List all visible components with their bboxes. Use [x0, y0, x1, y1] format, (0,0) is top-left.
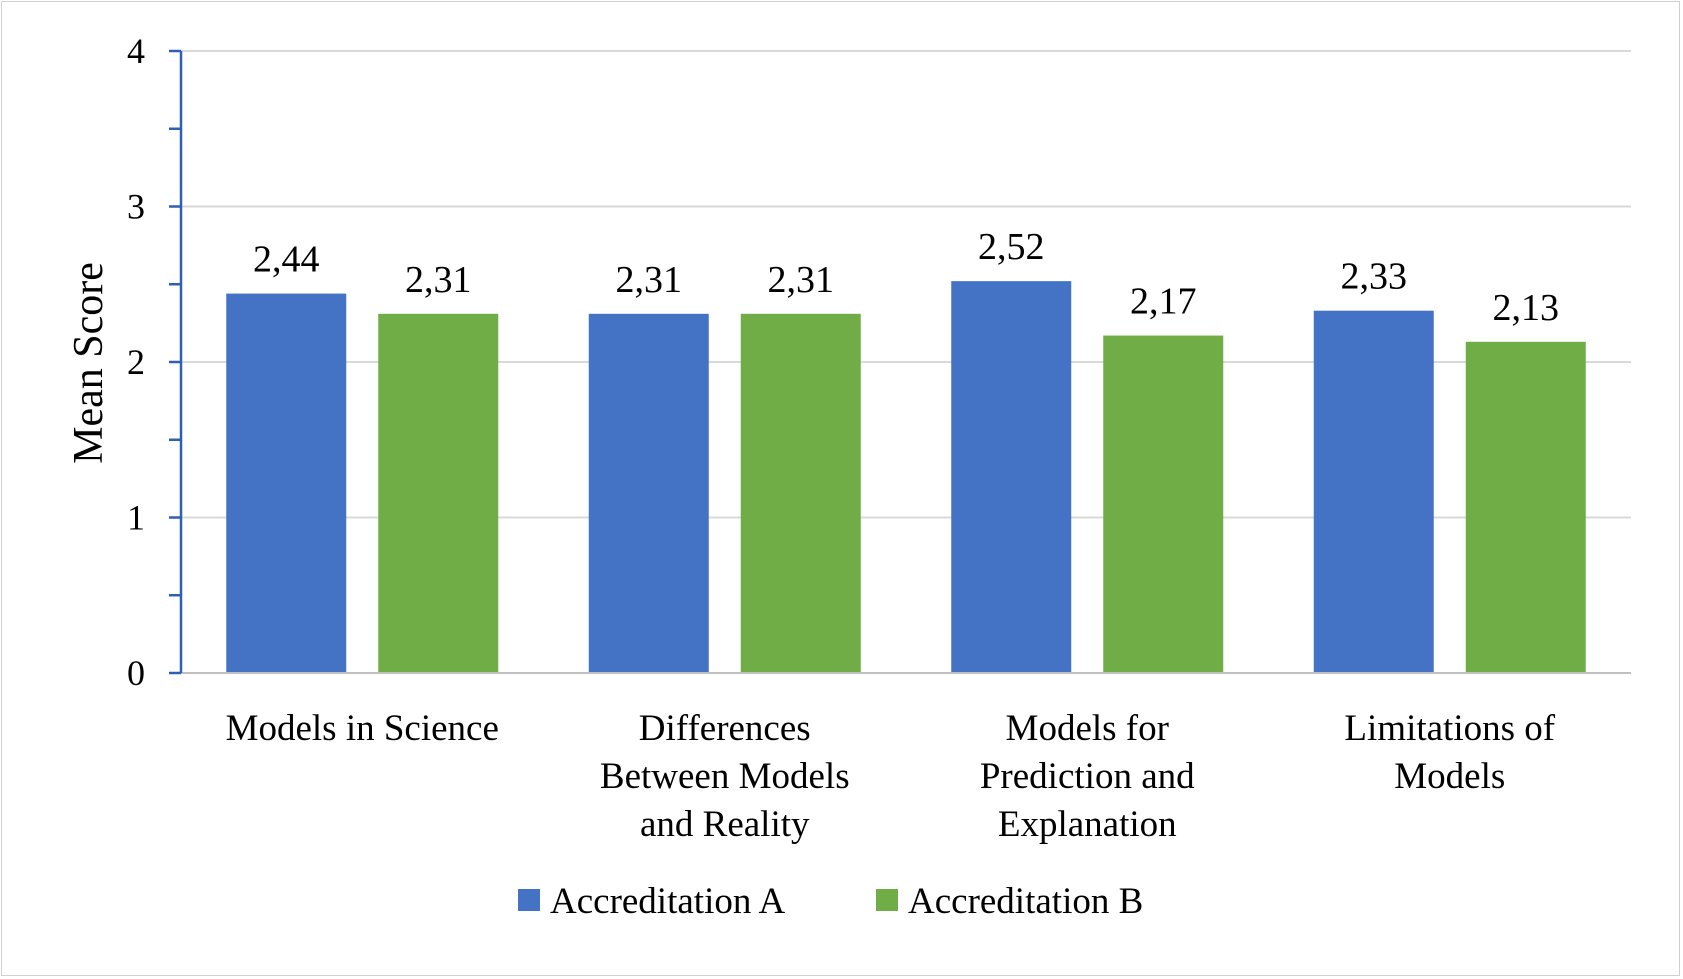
data-labels: 2,44 2,31 2,31 2,31 2,52 2,17 2,33 2,13: [253, 226, 1559, 329]
category-label-0: Models in Science: [226, 708, 499, 749]
bar-b-2: [1103, 335, 1224, 673]
y-tick-label-3: 3: [127, 187, 145, 227]
category-label-1: Differences Between Models and Reality: [600, 708, 850, 845]
data-label-a-0: 2,44: [253, 239, 320, 281]
bar-a-3: [1313, 310, 1434, 673]
bar-a-2: [951, 281, 1072, 673]
category-label-3: Limitations of Models: [1344, 708, 1555, 797]
bar-a-1: [588, 313, 709, 673]
legend-swatch-b: [876, 889, 898, 911]
legend-label-a: Accreditation A: [550, 881, 786, 922]
y-tick-label-4: 4: [127, 31, 145, 71]
category-label-2: Models for Prediction and Explanation: [980, 708, 1195, 845]
data-label-b-3: 2,13: [1493, 287, 1560, 329]
data-label-a-2: 2,52: [978, 226, 1045, 268]
bar-a-0: [226, 293, 347, 673]
data-label-a-1: 2,31: [616, 259, 683, 301]
y-tick-label-1: 1: [127, 498, 145, 538]
legend-swatch-a: [518, 889, 540, 911]
y-tick-label-2: 2: [127, 342, 145, 382]
data-label-a-3: 2,33: [1341, 256, 1408, 298]
data-label-b-0: 2,31: [405, 259, 472, 301]
category-labels: Models in Science Differences Between Mode…: [226, 708, 1556, 845]
y-axis-title: Mean Score: [66, 262, 112, 464]
bar-b-3: [1465, 341, 1586, 673]
y-tick-label-0: 0: [127, 653, 145, 693]
bar-b-1: [740, 313, 861, 673]
bars: [226, 281, 1586, 673]
data-label-b-2: 2,17: [1130, 281, 1197, 323]
bar-b-0: [378, 313, 499, 673]
legend-label-b: Accreditation B: [908, 881, 1143, 922]
legend: Accreditation A Accreditation B: [518, 881, 1143, 922]
data-label-b-1: 2,31: [768, 259, 835, 301]
axes: 0 1 2 3 4: [127, 31, 1631, 693]
